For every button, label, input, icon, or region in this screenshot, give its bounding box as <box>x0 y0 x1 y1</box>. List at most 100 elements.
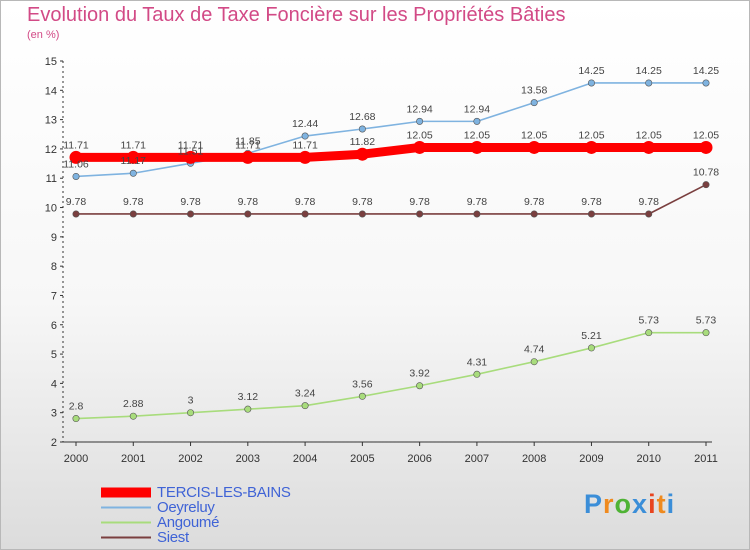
data-label: 12.05 <box>406 129 432 141</box>
data-point <box>187 210 195 218</box>
data-label: 5.21 <box>581 330 602 342</box>
data-label: 11.71 <box>63 139 89 151</box>
data-label: 9.78 <box>180 196 201 208</box>
data-point <box>298 150 312 164</box>
logo-letter: t <box>656 489 667 519</box>
series-line-0 <box>76 142 706 162</box>
data-label: 9.78 <box>524 196 545 208</box>
data-point <box>699 140 713 154</box>
data-label: 4.74 <box>524 344 545 356</box>
y-tick-label: 5 <box>51 349 57 361</box>
data-label: 9.78 <box>238 196 259 208</box>
series-line-2 <box>75 331 706 420</box>
data-point <box>530 358 538 366</box>
data-point <box>416 210 424 218</box>
y-tick-label: 7 <box>51 290 57 302</box>
data-label: 11.17 <box>121 155 147 167</box>
legend-label: Oeyreluy <box>157 499 215 516</box>
y-tick-label: 9 <box>51 232 57 244</box>
data-label: 11.85 <box>235 135 261 147</box>
legend-label: TERCIS-LES-BAINS <box>157 484 291 501</box>
x-tick-label: 2007 <box>465 453 489 465</box>
data-point <box>587 210 595 218</box>
data-label: 9.78 <box>409 196 430 208</box>
data-label: 3.56 <box>352 378 373 390</box>
data-point <box>645 210 653 218</box>
x-tick-label: 2010 <box>636 453 660 465</box>
legend-item-siest: Siest <box>101 530 291 545</box>
data-label: 11.71 <box>121 139 147 151</box>
x-tick-label: 2002 <box>178 453 202 465</box>
data-label: 12.05 <box>636 129 662 141</box>
data-label: 3.12 <box>238 391 259 403</box>
y-tick-label: 3 <box>51 408 57 420</box>
y-tick-label: 13 <box>45 115 57 127</box>
data-label: 9.78 <box>66 196 87 208</box>
data-label: 11.71 <box>292 139 318 151</box>
legend-swatch <box>101 506 151 509</box>
series-points <box>69 79 713 423</box>
data-label: 12.05 <box>464 129 490 141</box>
data-label: 11.51 <box>178 145 204 157</box>
x-tick-label: 2008 <box>522 453 546 465</box>
data-label: 12.94 <box>406 103 432 115</box>
y-tick-label: 15 <box>45 56 57 68</box>
data-point <box>301 132 309 140</box>
data-point <box>645 329 653 337</box>
x-tick-label: 2001 <box>121 453 145 465</box>
x-tick-label: 2005 <box>350 453 374 465</box>
y-tick-label: 8 <box>51 261 57 273</box>
data-label: 9.78 <box>581 196 602 208</box>
data-point <box>702 79 710 87</box>
x-tick-label: 2011 <box>694 453 718 465</box>
data-label: 14.25 <box>578 65 604 77</box>
legend-label: Angoumé <box>157 514 220 531</box>
data-point <box>72 415 80 423</box>
data-point <box>72 210 80 218</box>
data-point <box>416 382 424 390</box>
data-point <box>358 210 366 218</box>
data-point <box>587 79 595 87</box>
data-label: 12.44 <box>292 118 318 130</box>
y-tick-label: 2 <box>51 437 57 449</box>
legend-swatch <box>101 487 151 498</box>
legend-swatch <box>101 536 151 539</box>
legend-item-oeyreluy: Oeyreluy <box>101 500 291 515</box>
data-point <box>129 210 137 218</box>
legend-item-tercis: TERCIS-LES-BAINS <box>101 485 291 500</box>
data-point <box>358 392 366 400</box>
y-tick-label: 6 <box>51 320 57 332</box>
data-label: 12.05 <box>578 129 604 141</box>
data-label: 9.78 <box>467 196 488 208</box>
data-point <box>645 79 653 87</box>
data-label: 12.05 <box>693 129 719 141</box>
data-labels: 11.71 11.71 11.71 11.71 11.71 11.82 12.05 12.05… <box>63 65 719 413</box>
data-point <box>301 402 309 410</box>
data-point <box>587 344 595 352</box>
data-label: 11.71 <box>235 139 261 151</box>
data-point <box>702 181 710 189</box>
data-label: 9.78 <box>352 196 373 208</box>
data-label: 3.24 <box>295 388 316 400</box>
y-tick-label: 12 <box>45 144 57 156</box>
data-label: 2.8 <box>69 401 84 413</box>
data-label: 12.05 <box>521 129 547 141</box>
x-tick-label: 2004 <box>293 453 317 465</box>
data-point <box>642 140 656 154</box>
data-point <box>527 140 541 154</box>
data-point <box>244 210 252 218</box>
data-label: 4.31 <box>467 356 488 368</box>
data-label: 13.58 <box>521 85 547 97</box>
data-label: 11.71 <box>178 139 204 151</box>
data-point <box>184 150 198 164</box>
legend: TERCIS-LES-BAINS Oeyreluy Angoumé Siest <box>101 485 291 545</box>
data-label: 9.78 <box>295 196 316 208</box>
data-point <box>358 125 366 133</box>
logo-letter: i <box>648 489 657 519</box>
data-point <box>413 140 427 154</box>
data-point <box>244 405 252 413</box>
data-label: 3 <box>188 395 194 407</box>
data-point <box>129 412 137 420</box>
